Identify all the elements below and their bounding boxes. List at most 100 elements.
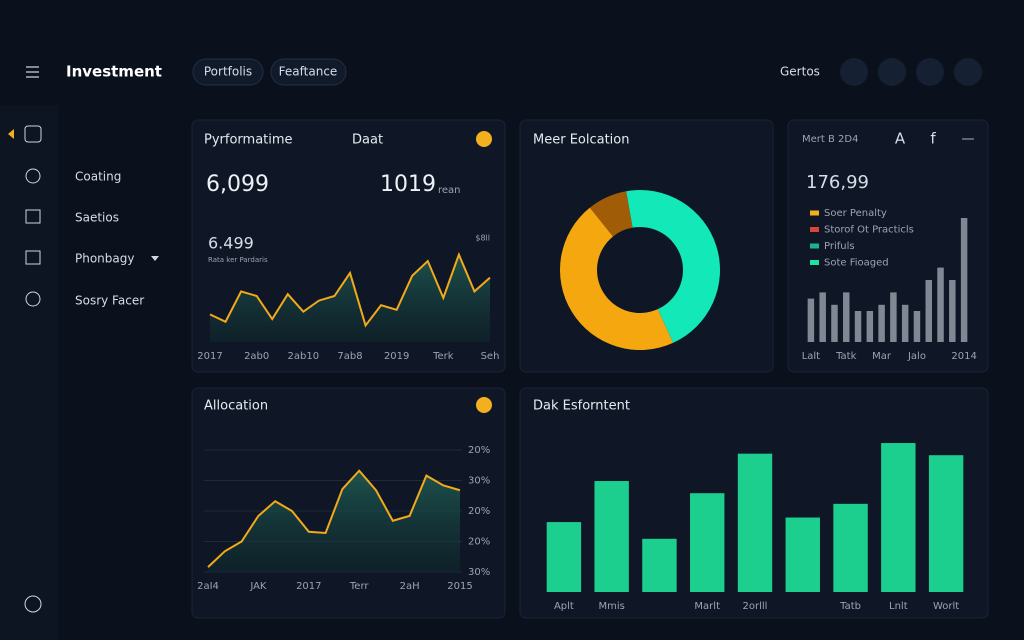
x-tick-label: 2ab10	[288, 351, 320, 362]
bar	[928, 455, 964, 592]
bar	[937, 267, 944, 342]
legend-swatch	[810, 243, 819, 249]
x-tick-label: Terk	[432, 351, 454, 362]
bar	[642, 538, 677, 592]
nav-icon[interactable]	[25, 291, 41, 307]
card-title: Mert B 2D4	[802, 134, 858, 145]
menu-icon[interactable]	[26, 66, 39, 78]
bar	[890, 292, 897, 342]
sub-caption: Rata ker Pardaris	[208, 256, 268, 264]
legend-label: Storof Ot Practicls	[824, 225, 914, 236]
x-tick-label: JAK	[249, 581, 267, 592]
bar	[785, 517, 820, 592]
card-button[interactable]: f	[930, 130, 936, 148]
card-title: Dak Esforntent	[533, 399, 630, 414]
area	[210, 254, 490, 342]
legend-swatch	[810, 210, 819, 216]
brand: Investment	[66, 63, 162, 81]
nav-icon[interactable]	[25, 250, 41, 265]
icon-rail	[0, 105, 58, 640]
tab-label[interactable]: Portfolis	[204, 65, 252, 79]
tab[interactable]	[270, 58, 347, 86]
bar	[843, 292, 850, 342]
bar	[960, 218, 968, 342]
card-button[interactable]: A	[895, 130, 906, 148]
bar	[913, 311, 921, 342]
search-label[interactable]: Gertos	[780, 65, 820, 79]
icon-button[interactable]	[954, 58, 982, 86]
active-marker	[8, 129, 14, 139]
x-tick-label: Lalt	[802, 351, 820, 362]
bar	[833, 503, 868, 592]
add-button[interactable]	[476, 397, 492, 413]
y-tick-label: 20%	[468, 445, 490, 456]
x-tick-label: 2017	[197, 351, 222, 362]
icon-button[interactable]	[840, 58, 868, 86]
y-tick-label: 30%	[468, 476, 490, 487]
legend-label: Sote Fioaged	[824, 258, 889, 269]
x-tick-label: Tatk	[835, 351, 857, 362]
x-tick-label: 2019	[384, 351, 409, 362]
nav-item[interactable]: Saetios	[75, 211, 119, 225]
legend-label: Soer Penalty	[824, 208, 887, 219]
bar	[737, 453, 773, 592]
tab-label[interactable]: Feaftance	[279, 65, 338, 79]
nav-icon[interactable]	[25, 168, 41, 184]
y-tick-label: 20%	[468, 537, 490, 548]
x-tick-label: Mmis	[598, 601, 624, 612]
kpi-value: 1019	[380, 172, 436, 197]
nav-icon[interactable]	[24, 595, 42, 613]
donut-segment	[626, 190, 721, 343]
x-tick-label: 2017	[296, 581, 321, 592]
legend-swatch	[810, 260, 819, 265]
x-tick-label: 2aH	[400, 581, 420, 592]
donut-segment	[589, 191, 633, 237]
x-tick-label: Marlt	[694, 601, 720, 612]
card-title: Meer Eolcation	[533, 133, 629, 148]
y-tick-label: 20%	[468, 506, 490, 517]
line	[209, 251, 491, 328]
card-title: Daat	[352, 133, 383, 148]
kpi-unit: rean	[438, 185, 461, 196]
bar	[881, 443, 916, 592]
bar	[925, 280, 932, 342]
x-tick-label: 2ab0	[244, 351, 269, 362]
donut-segment	[560, 207, 674, 350]
y-tick-label: 30%	[468, 567, 490, 578]
x-tick-label: 2orlll	[743, 601, 768, 612]
x-tick-label: Jalo	[907, 351, 926, 362]
bar	[546, 522, 582, 592]
bar	[949, 280, 956, 342]
line	[207, 469, 461, 568]
nav-icon[interactable]	[25, 209, 41, 224]
x-tick-label: 2aI4	[197, 581, 219, 592]
tab[interactable]	[192, 58, 264, 86]
card-title: Pyrformatime	[204, 133, 293, 148]
bar	[878, 304, 885, 342]
x-tick-label: Seh	[481, 351, 500, 362]
legend-label: Prifuls	[824, 241, 855, 252]
nav-icon[interactable]	[24, 125, 42, 143]
x-tick-label: Worlt	[933, 601, 959, 612]
icon-button[interactable]	[878, 58, 906, 86]
x-tick-label: 7ab8	[337, 351, 362, 362]
sub-value: 6.499	[208, 234, 254, 253]
bar	[819, 292, 826, 342]
nav-item[interactable]: Phonbagy	[75, 252, 134, 266]
area	[208, 470, 460, 572]
card-title: Allocation	[204, 399, 268, 414]
legend-swatch	[810, 227, 819, 232]
bar	[901, 304, 909, 342]
nav-item[interactable]: Coating	[75, 170, 121, 184]
x-tick-label: Lnlt	[889, 601, 908, 612]
add-button[interactable]	[476, 131, 492, 147]
bar	[807, 298, 815, 342]
x-tick-label: Mar	[872, 351, 892, 362]
bar	[854, 311, 862, 342]
icon-button[interactable]	[916, 58, 944, 86]
dropdown-caret	[151, 256, 159, 261]
nav-item[interactable]: Sosry Facer	[75, 294, 144, 308]
kpi-value: 6,099	[206, 172, 269, 197]
bar	[866, 311, 874, 342]
